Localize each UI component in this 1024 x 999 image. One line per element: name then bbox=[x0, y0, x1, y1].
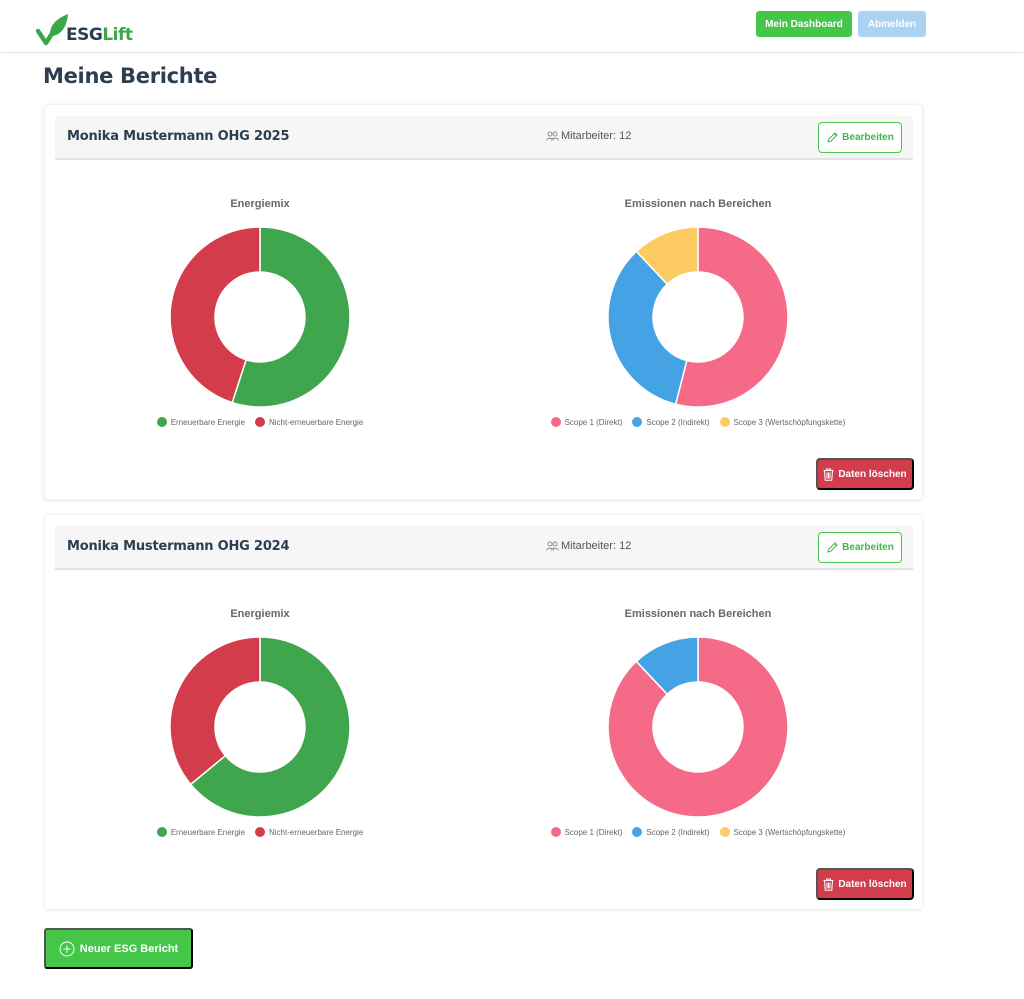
legend-item[interactable]: Nicht-erneuerbare Energie bbox=[255, 417, 363, 427]
chart-title: Energiemix bbox=[230, 198, 290, 210]
page-title: Meine Berichte bbox=[43, 64, 218, 88]
legend-item[interactable]: Scope 2 (Indirekt) bbox=[632, 417, 710, 427]
users-icon bbox=[546, 131, 559, 141]
legend-label: Scope 1 (Direkt) bbox=[564, 417, 623, 427]
chart-legend: Scope 1 (Direkt) Scope 2 (Indirekt) Scope … bbox=[483, 827, 913, 837]
logo[interactable]: ESGLift bbox=[36, 10, 133, 46]
legend-dot-icon bbox=[550, 417, 561, 427]
donut-slice[interactable] bbox=[231, 226, 351, 408]
legend-label: Scope 3 (Wertschöpfungskette) bbox=[733, 827, 846, 837]
legend-label: Scope 2 (Indirekt) bbox=[646, 827, 710, 837]
employee-count: Mitarbeiter: 12 bbox=[546, 130, 631, 142]
chart-legend: Erneuerbare Energie Nicht-erneuerbare Ene… bbox=[45, 417, 475, 427]
energy-mix-chart: Energiemix Erneuerbare Energie Nicht-erne… bbox=[45, 198, 475, 427]
legend-item[interactable]: Erneuerbare Energie bbox=[156, 417, 245, 427]
legend-item[interactable]: Erneuerbare Energie bbox=[156, 827, 245, 837]
report-title: Monika Mustermann OHG 2025 bbox=[67, 129, 290, 144]
legend-label: Scope 1 (Direkt) bbox=[564, 827, 623, 837]
dashboard-button[interactable]: Mein Dashboard bbox=[756, 11, 852, 37]
emissions-chart: Emissionen nach Bereichen Scope 1 (Direk… bbox=[483, 198, 913, 427]
legend-label: Nicht-erneuerbare Energie bbox=[269, 417, 364, 427]
legend-item[interactable]: Scope 3 (Wertschöpfungskette) bbox=[719, 827, 846, 837]
donut-slice[interactable] bbox=[635, 226, 699, 286]
chart-title: Emissionen nach Bereichen bbox=[624, 198, 772, 210]
delete-data-button[interactable]: Daten löschen bbox=[816, 458, 914, 490]
donut[interactable] bbox=[45, 225, 475, 409]
delete-label: Daten löschen bbox=[838, 468, 907, 480]
legend-label: Erneuerbare Energie bbox=[170, 827, 245, 837]
donut[interactable] bbox=[483, 635, 913, 819]
emissions-chart: Emissionen nach Bereichen Scope 1 (Direk… bbox=[483, 608, 913, 837]
donut-slice[interactable] bbox=[189, 636, 351, 818]
edit-label: Bearbeiten bbox=[842, 542, 894, 553]
edit-button[interactable]: Bearbeiten bbox=[818, 532, 902, 563]
leaf-check-icon bbox=[36, 14, 68, 46]
legend-label: Scope 3 (Wertschöpfungskette) bbox=[733, 417, 846, 427]
delete-data-button[interactable]: Daten löschen bbox=[816, 868, 914, 900]
donut[interactable] bbox=[45, 635, 475, 819]
legend-label: Nicht-erneuerbare Energie bbox=[269, 827, 364, 837]
donut-slice[interactable] bbox=[607, 250, 688, 406]
employee-count-label: Mitarbeiter: 12 bbox=[561, 540, 632, 552]
legend-dot-icon bbox=[156, 417, 167, 427]
plus-circle-icon bbox=[59, 941, 75, 956]
donut[interactable] bbox=[483, 225, 913, 409]
legend-item[interactable]: Scope 2 (Indirekt) bbox=[632, 827, 710, 837]
new-report-button[interactable]: Neuer ESG Bericht bbox=[44, 928, 193, 969]
legend-item[interactable]: Scope 1 (Direkt) bbox=[550, 827, 623, 837]
legend-label: Scope 2 (Indirekt) bbox=[646, 417, 710, 427]
logo-lift: Lift bbox=[102, 25, 133, 45]
card-header: Monika Mustermann OHG 2025 Mitarbeiter: … bbox=[55, 116, 913, 160]
edit-button[interactable]: Bearbeiten bbox=[818, 122, 902, 153]
legend-dot-icon bbox=[632, 827, 643, 837]
chart-title: Energiemix bbox=[230, 608, 290, 620]
legend-dot-icon bbox=[156, 827, 167, 837]
legend-dot-icon bbox=[719, 417, 730, 427]
delete-label: Daten löschen bbox=[838, 878, 907, 890]
pencil-icon bbox=[827, 542, 838, 553]
card-header: Monika Mustermann OHG 2024 Mitarbeiter: … bbox=[55, 526, 913, 570]
chart-title: Emissionen nach Bereichen bbox=[624, 608, 772, 620]
employee-count-label: Mitarbeiter: 12 bbox=[561, 130, 632, 142]
trash-icon bbox=[823, 468, 834, 481]
edit-label: Bearbeiten bbox=[842, 132, 894, 143]
legend-item[interactable]: Nicht-erneuerbare Energie bbox=[255, 827, 363, 837]
donut-slice[interactable] bbox=[169, 226, 261, 404]
logout-button[interactable]: Abmelden bbox=[858, 11, 926, 37]
employee-count: Mitarbeiter: 12 bbox=[546, 540, 631, 552]
logo-esg: ESG bbox=[66, 25, 103, 45]
legend-item[interactable]: Scope 1 (Direkt) bbox=[550, 417, 623, 427]
report-card: Monika Mustermann OHG 2024 Mitarbeiter: … bbox=[44, 514, 923, 910]
legend-label: Erneuerbare Energie bbox=[170, 417, 245, 427]
trash-icon bbox=[823, 878, 834, 891]
report-title: Monika Mustermann OHG 2024 bbox=[67, 539, 290, 554]
legend-item[interactable]: Scope 3 (Wertschöpfungskette) bbox=[719, 417, 846, 427]
chart-legend: Scope 1 (Direkt) Scope 2 (Indirekt) Scope … bbox=[483, 417, 913, 427]
legend-dot-icon bbox=[255, 417, 265, 427]
donut-slice[interactable] bbox=[169, 636, 261, 786]
legend-dot-icon bbox=[255, 827, 265, 837]
legend-dot-icon bbox=[632, 417, 643, 427]
legend-dot-icon bbox=[550, 827, 561, 837]
pencil-icon bbox=[827, 132, 838, 143]
donut-slice[interactable] bbox=[607, 636, 789, 818]
donut-slice[interactable] bbox=[635, 636, 699, 696]
chart-legend: Erneuerbare Energie Nicht-erneuerbare Ene… bbox=[45, 827, 475, 837]
report-card: Monika Mustermann OHG 2025 Mitarbeiter: … bbox=[44, 104, 923, 500]
new-report-label: Neuer ESG Bericht bbox=[79, 942, 179, 955]
legend-dot-icon bbox=[719, 827, 730, 837]
energy-mix-chart: Energiemix Erneuerbare Energie Nicht-erne… bbox=[45, 608, 475, 837]
donut-slice[interactable] bbox=[674, 226, 789, 408]
users-icon bbox=[546, 541, 559, 551]
navbar: ESGLift Mein Dashboard Abmelden bbox=[0, 0, 1024, 53]
